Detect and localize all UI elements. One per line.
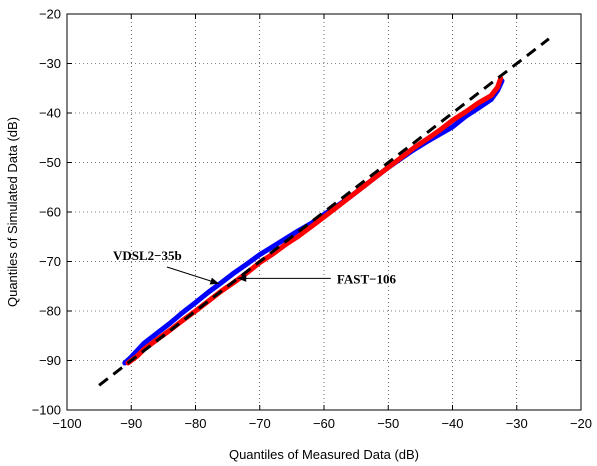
y-tick-label: −40	[39, 106, 61, 121]
x-tick-label: −100	[52, 416, 81, 431]
x-tick-label: −20	[570, 416, 592, 431]
y-tick-label: −50	[39, 155, 61, 170]
reference-line	[98, 37, 550, 387]
x-axis-label: Quantiles of Measured Data (dB)	[229, 447, 419, 462]
y-tick-label: −60	[39, 205, 61, 220]
y-tick-label: −20	[39, 7, 61, 22]
ticks	[66, 13, 582, 411]
x-tick-label: −50	[377, 416, 399, 431]
y-tick-label: −90	[39, 353, 61, 368]
annotation-label: FAST−106	[337, 271, 397, 286]
x-tick-label: −60	[313, 416, 335, 431]
x-tick-label: −80	[184, 416, 206, 431]
y-tick-label: −80	[39, 304, 61, 319]
x-tick-label: −30	[506, 416, 528, 431]
annotation-arrow	[166, 266, 220, 285]
y-tick-label: −30	[39, 56, 61, 71]
y-tick-label: −100	[32, 403, 61, 418]
series-layer	[98, 37, 550, 387]
tick-labels: −100 −90 −80 −70 −60 −50 −40 −30 −20 −100 −90 −80 −7…	[32, 7, 592, 432]
x-tick-label: −70	[249, 416, 271, 431]
x-tick-label: −40	[441, 416, 463, 431]
x-tick-label: −90	[120, 416, 142, 431]
annotations: VDSL2−35b FAST−106	[113, 248, 397, 286]
y-tick-label: −70	[39, 254, 61, 269]
y-axis-label: Quantiles of Simulated Data (dB)	[5, 117, 20, 307]
annotation-label: VDSL2−35b	[113, 248, 182, 263]
